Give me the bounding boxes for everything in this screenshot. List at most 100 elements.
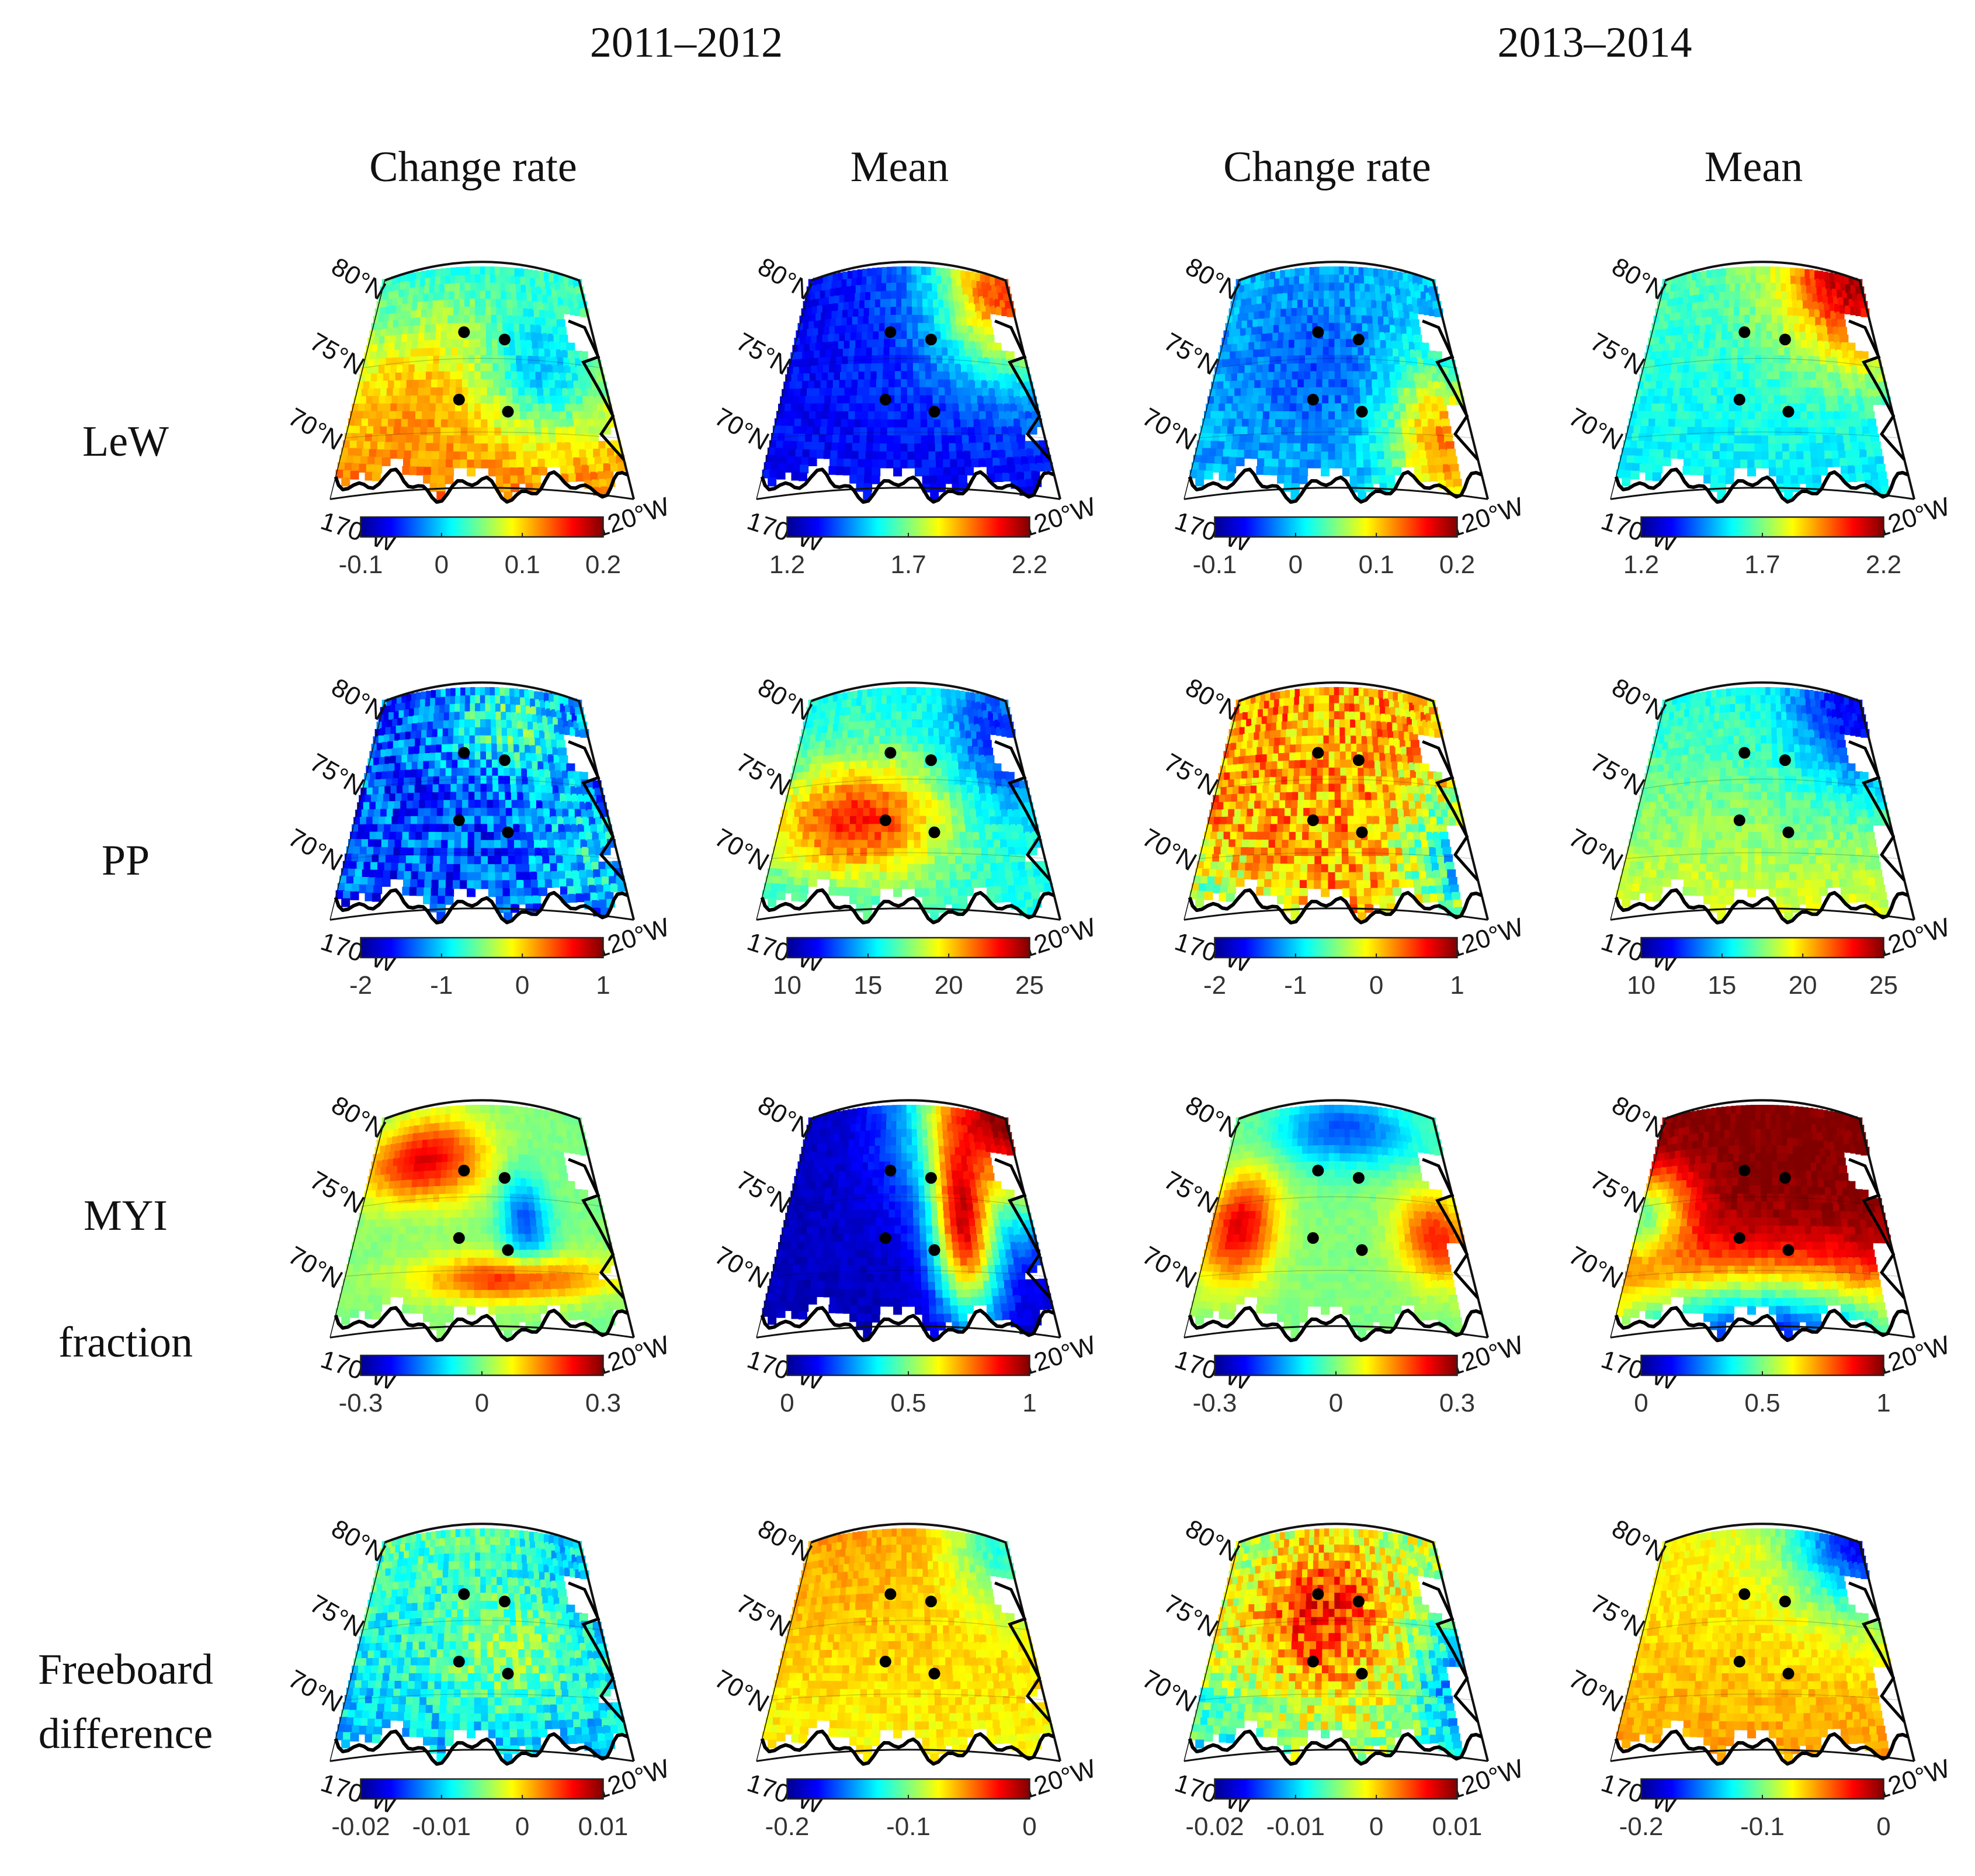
map-cell: [445, 888, 454, 897]
map-cell: [536, 443, 546, 452]
map-cell: [1725, 475, 1734, 484]
map-cell: [420, 427, 429, 436]
map-cell: [363, 441, 373, 450]
map-cell: [1872, 441, 1881, 450]
map-cell: [467, 888, 476, 897]
map-cell: [424, 459, 433, 468]
map-cell: [495, 443, 504, 453]
map-cell: [380, 426, 389, 435]
station-marker: [1307, 394, 1319, 406]
map-cell: [366, 464, 375, 473]
map-cell: [343, 470, 352, 479]
map-cell: [377, 442, 386, 451]
map-cell: [446, 451, 455, 460]
map-cell: [534, 427, 544, 436]
latitude-label: 70°N: [283, 403, 348, 456]
map-cell: [1838, 327, 1848, 336]
map-cell: [1204, 470, 1213, 480]
map-cell: [376, 449, 385, 459]
map-cell: [418, 443, 428, 452]
map-cell: [508, 443, 518, 452]
map-cell: [1839, 334, 1849, 344]
map-cell: [520, 419, 530, 428]
map-cell: [1299, 475, 1308, 484]
map-cell: [510, 475, 519, 484]
map-cell: [539, 887, 547, 896]
map-cell: [425, 450, 434, 460]
map-cell: [385, 434, 394, 443]
map-cell: [495, 459, 504, 469]
map-cell: [605, 470, 614, 480]
map-cell: [509, 451, 518, 460]
map-cell: [556, 319, 565, 328]
map-cell: [503, 475, 512, 484]
map-cell: [397, 450, 406, 459]
map-cell: [539, 466, 547, 476]
map-cell: [532, 895, 541, 904]
map-cell: [534, 419, 543, 428]
map-cell: [516, 459, 526, 469]
row-label: LeW: [82, 418, 169, 466]
map-cell: [517, 467, 526, 476]
map-cell: [425, 443, 435, 452]
map-cell: [372, 472, 381, 481]
map-cell: [433, 427, 443, 436]
map-cell: [370, 441, 380, 450]
map-cell: [488, 459, 497, 469]
station-marker: [453, 394, 465, 406]
map-cell: [423, 474, 432, 484]
map-cell: [460, 427, 470, 436]
map-cell: [422, 411, 431, 420]
map-cell: [431, 467, 440, 476]
map-cell: [541, 426, 550, 436]
map-cell: [405, 442, 414, 452]
map-cell: [1441, 418, 1450, 428]
map-cell: [439, 443, 449, 452]
map-cell: [521, 427, 530, 436]
column-header: Change rate: [1223, 143, 1431, 191]
map-cell: [1031, 470, 1040, 480]
map-cell: [504, 491, 513, 501]
map-cell: [365, 434, 374, 443]
period-title: 2013–2014: [1498, 19, 1692, 67]
map-cell: [508, 427, 517, 436]
map-cell: [416, 466, 425, 476]
map-cell: [481, 419, 490, 428]
map-cell: [362, 449, 371, 458]
map-cell: [355, 418, 364, 428]
map-cell: [424, 467, 433, 476]
map-cell: [418, 450, 427, 460]
map-cell: [353, 425, 362, 435]
station-marker: [925, 334, 937, 346]
map-cell: [507, 419, 516, 428]
map-cell: [345, 463, 353, 472]
station-marker: [1782, 405, 1794, 418]
map-cell: [495, 476, 505, 485]
map-cell: [341, 477, 350, 487]
map-cell: [768, 477, 777, 487]
map-cell: [392, 434, 401, 443]
station-marker: [884, 326, 897, 338]
map-cell: [430, 475, 439, 484]
map-cell: [487, 419, 497, 428]
map-cell: [776, 470, 786, 480]
map-cell: [358, 433, 367, 442]
map-cell: [453, 443, 463, 452]
map-cell: [1410, 319, 1419, 328]
map-cell: [501, 427, 510, 436]
map-cell: [398, 442, 407, 452]
map-cell: [1393, 466, 1401, 476]
map-cell: [535, 435, 544, 444]
map-cell: [1412, 327, 1421, 336]
map-cell: [495, 451, 504, 460]
map-cell: [434, 419, 443, 428]
station-marker: [1352, 334, 1365, 346]
map-cell: [1442, 426, 1452, 435]
map-cell: [427, 427, 436, 436]
map-cell: [1413, 334, 1422, 344]
map-cell: [1321, 467, 1330, 477]
map-cell: [372, 434, 381, 443]
map-cell: [537, 450, 546, 460]
